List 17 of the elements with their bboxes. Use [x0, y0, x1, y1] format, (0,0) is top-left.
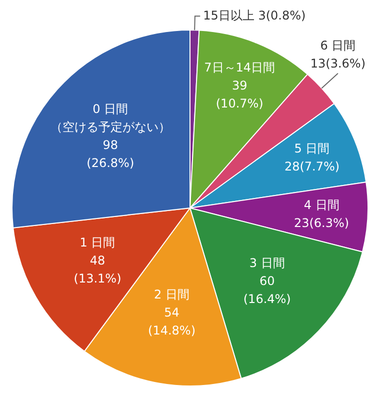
data-label: （空ける予定がない） 98 (26.8%) — [50, 120, 170, 170]
data-label: 28(7.7%) — [284, 160, 340, 174]
data-label: 54 (14.8%) — [148, 306, 196, 338]
data-label: 39 (10.7%) — [216, 78, 264, 110]
data-label: 23(6.3%) — [294, 216, 350, 230]
slice-label: 3 日間 — [249, 256, 285, 270]
slice-label: 7日～14日間 — [204, 60, 276, 74]
data-label: 48 (13.1%) — [74, 254, 122, 286]
slice-label: 15日以上 3(0.8%) — [203, 8, 306, 22]
slice-label: 1 日間 — [80, 236, 116, 250]
data-label: 13(3.6%) — [310, 56, 366, 70]
slice-label: 2 日間 — [154, 288, 190, 302]
slice-label: 6 日間 — [320, 38, 356, 52]
data-label: 60 (16.4%) — [243, 274, 291, 306]
slice-label: 5 日間 — [294, 142, 330, 156]
slice-label: 4 日間 — [304, 198, 340, 212]
slice-label: 0 日間 — [92, 102, 128, 116]
